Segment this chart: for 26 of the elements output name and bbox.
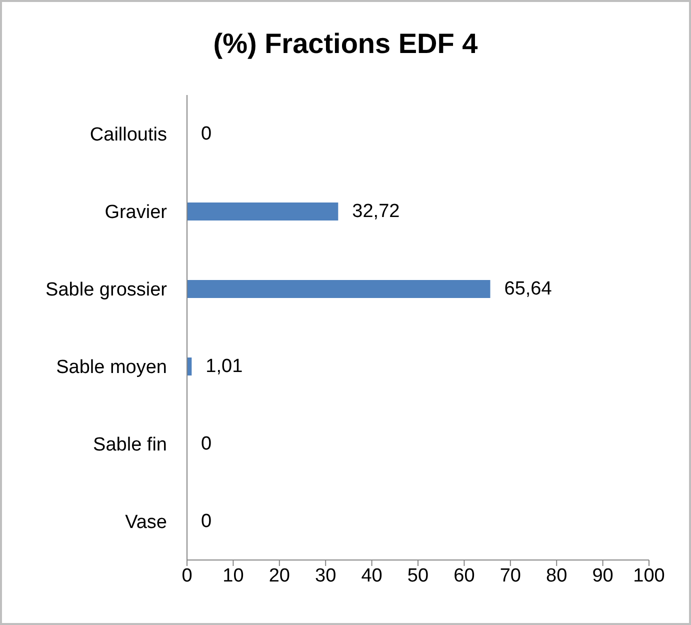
bar: [187, 280, 490, 298]
x-tick-label: 90: [592, 565, 614, 586]
y-tick-label: Sable moyen: [56, 356, 167, 378]
data-label: 32,72: [352, 200, 400, 222]
x-tick-label: 80: [546, 565, 568, 586]
data-label: 65,64: [504, 278, 552, 300]
x-tick-label: 0: [182, 565, 192, 586]
y-tick-label: Sable grossier: [46, 279, 168, 300]
x-tick-label: 60: [454, 565, 475, 586]
x-tick-label: 30: [315, 565, 336, 586]
data-label: 0: [201, 510, 212, 532]
chart-title: (%) Fractions EDF 4: [212, 28, 479, 60]
x-tick-label: 50: [407, 565, 429, 586]
x-tick-label: 70: [500, 565, 521, 586]
x-tick-label: 20: [268, 565, 290, 586]
data-label: 0: [201, 123, 212, 144]
bar: [187, 202, 338, 220]
y-tick-label: Cailloutis: [90, 124, 167, 146]
data-label: 1,01: [206, 356, 243, 377]
y-tick-label: Vase: [125, 512, 167, 533]
y-tick-label: Gravier: [104, 202, 168, 223]
x-tick-label: 40: [361, 565, 382, 586]
data-label: 0: [201, 433, 212, 454]
x-tick-label: 100: [633, 565, 665, 586]
y-tick-label: Sable fin: [93, 434, 167, 456]
x-tick-label: 10: [222, 565, 244, 586]
